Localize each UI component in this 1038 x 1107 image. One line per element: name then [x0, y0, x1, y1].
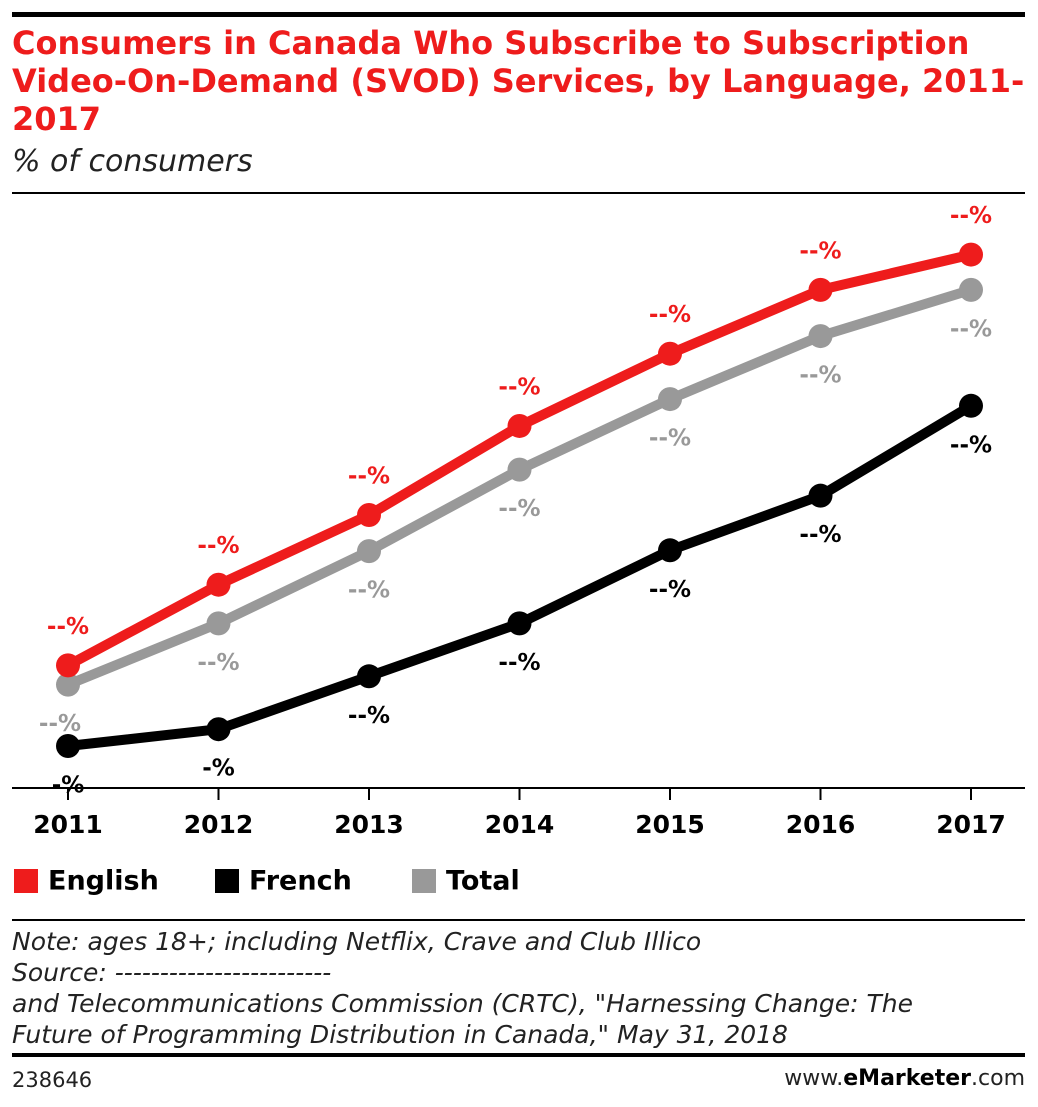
site: www.eMarketer.com [784, 1066, 1025, 1091]
data-label: --% [950, 203, 992, 229]
footer-rule [12, 1053, 1025, 1057]
note-line: and Telecommunications Commission (CRTC)… [12, 989, 913, 1018]
data-label: --% [799, 363, 841, 389]
legend-swatch [412, 869, 436, 893]
x-tick-label: 2013 [334, 810, 404, 839]
data-label: --% [348, 578, 390, 604]
header-rule [12, 192, 1025, 194]
data-label: --% [799, 238, 841, 264]
legend-label: English [48, 866, 159, 897]
x-tick-label: 2016 [786, 810, 856, 839]
point [808, 324, 833, 349]
point [56, 734, 80, 758]
point [808, 483, 833, 508]
site-brand: eMarketer [843, 1066, 972, 1091]
notes: Note: ages 18+; including Netflix, Crave… [12, 926, 913, 1050]
legend-swatch [215, 869, 239, 893]
note-line: Future of Programming Distribution in Ca… [12, 1020, 788, 1049]
legend-label: French [249, 866, 352, 897]
x-tick-label: 2015 [635, 810, 705, 839]
point [206, 572, 231, 597]
data-label: -% [202, 756, 235, 782]
x-tick-label: 2014 [485, 810, 555, 839]
data-label: --% [649, 577, 691, 603]
data-label: --% [197, 650, 239, 676]
data-label: --% [498, 496, 540, 522]
point [658, 341, 682, 366]
point [959, 393, 983, 418]
point [658, 538, 682, 563]
notes-rule [12, 919, 1025, 921]
point [357, 503, 381, 527]
note-line: Note: ages 18+; including Netflix, Crave… [12, 927, 702, 956]
site-prefix: www. [784, 1066, 844, 1091]
data-label: --% [950, 316, 992, 342]
series-line [67, 401, 974, 751]
point [56, 672, 80, 697]
data-label: -% [52, 773, 85, 799]
legend-label: Total [446, 866, 520, 897]
point [507, 457, 532, 482]
point [959, 242, 983, 267]
chart-subtitle: % of consumers [12, 144, 253, 179]
x-tick-label: 2011 [33, 810, 103, 839]
point [206, 611, 231, 636]
chart-id: 238646 [12, 1068, 93, 1092]
data-label: --% [950, 432, 992, 458]
point [959, 277, 983, 302]
chart-title: Consumers in Canada Who Subscribe to Sub… [12, 24, 1025, 138]
data-label: --% [348, 703, 390, 729]
legend-swatch [14, 869, 38, 893]
top-rule [12, 12, 1025, 17]
data-label: --% [649, 302, 691, 328]
point [507, 413, 532, 438]
x-tick-label: 2017 [936, 810, 1006, 839]
data-label: --% [498, 650, 540, 676]
data-label: --% [197, 533, 239, 559]
point [808, 277, 833, 302]
point [56, 653, 80, 678]
point [206, 717, 231, 742]
point [357, 664, 381, 689]
data-label: --% [39, 711, 81, 737]
data-label: --% [348, 464, 390, 490]
note-line: Source: ------------------------ [12, 958, 332, 987]
point [357, 539, 381, 564]
x-tick-label: 2012 [184, 810, 254, 839]
data-label: --% [799, 522, 841, 548]
point [658, 387, 682, 412]
data-label: --% [649, 426, 691, 452]
site-suffix: .com [971, 1066, 1025, 1091]
data-label: --% [47, 614, 89, 640]
data-label: --% [498, 374, 540, 400]
point [507, 611, 532, 636]
